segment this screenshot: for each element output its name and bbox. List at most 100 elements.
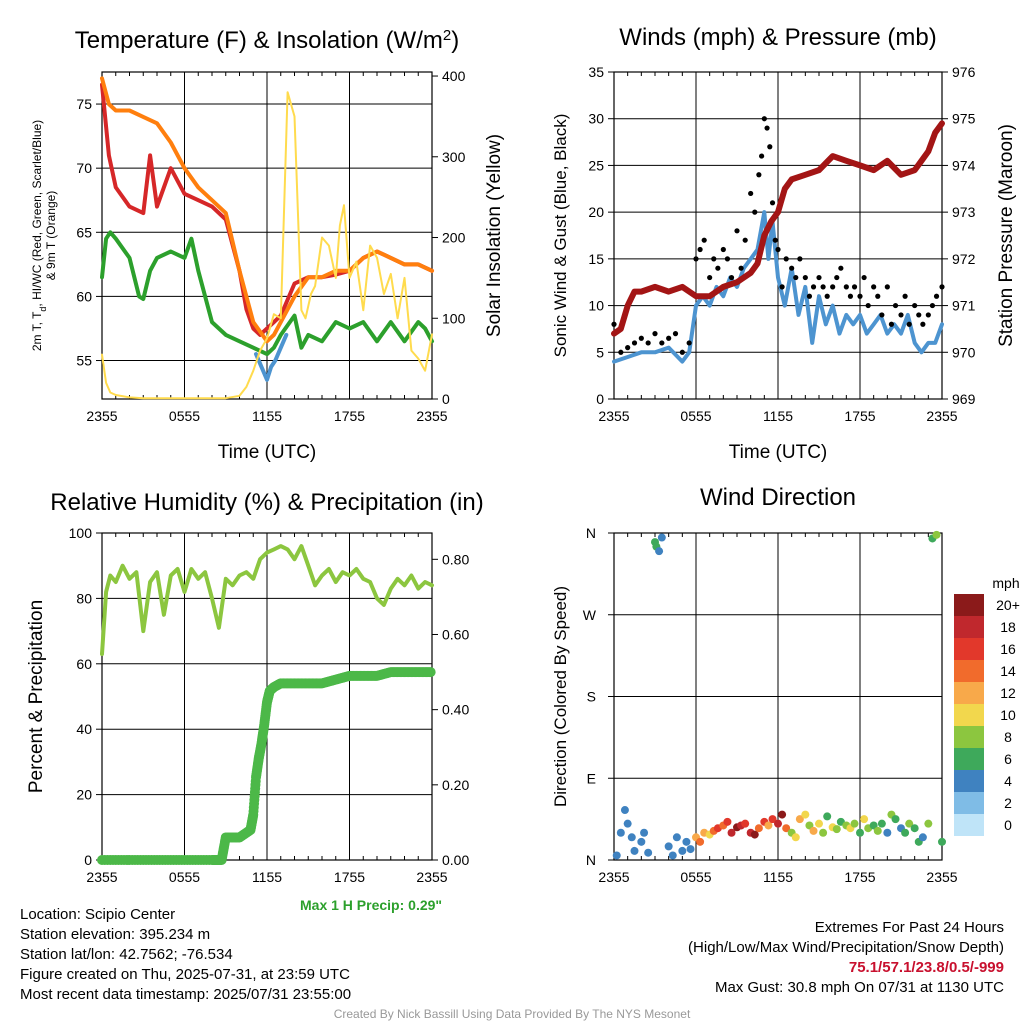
- y-axis-label: Percent & Precipitation: [26, 600, 47, 793]
- gust-point: [693, 256, 699, 262]
- direction-point: [932, 530, 941, 539]
- y2-tick-label: 0.40: [442, 702, 469, 718]
- gust-point: [645, 340, 651, 346]
- direction-point: [891, 815, 900, 824]
- series-line-2: [100, 230, 434, 357]
- gust-point: [707, 274, 713, 281]
- y-tick-label: W: [583, 607, 597, 623]
- y-tick-label: 20: [76, 787, 92, 803]
- station-latlon: Station lat/lon: 42.7562; -76.534: [20, 946, 233, 963]
- gust-point: [816, 274, 822, 281]
- y-tick-label: 0: [84, 852, 92, 868]
- gust-point: [618, 349, 624, 355]
- legend-label: 4: [1004, 773, 1012, 789]
- y-tick-label: 10: [588, 298, 604, 314]
- y-tick-label: 40: [76, 721, 92, 737]
- y-tick-label: 55: [76, 353, 92, 369]
- extremes-title: Extremes For Past 24 Hours: [814, 919, 1004, 936]
- direction-point: [644, 848, 653, 857]
- direction-point: [809, 826, 818, 835]
- gust-point: [772, 237, 778, 243]
- gust-point: [851, 284, 858, 290]
- gust-point: [701, 237, 707, 243]
- direction-point: [664, 842, 673, 851]
- legend-swatch: [954, 616, 984, 638]
- y2-tick-label: 974: [952, 157, 976, 173]
- gust-point: [838, 265, 844, 271]
- y2-axis-label: Station Pressure (Maroon): [996, 124, 1017, 347]
- x-axis-label: Time (UTC): [729, 442, 828, 463]
- legend-swatch: [954, 594, 984, 616]
- legend-swatch: [954, 726, 984, 748]
- legend-swatch: [954, 814, 984, 836]
- series-line-1: [100, 76, 434, 344]
- extremes-values: 75.1/57.1/23.8/0.5/-999: [848, 959, 1004, 976]
- chart-title: Winds (mph) & Pressure (mb): [619, 24, 936, 51]
- direction-point: [623, 819, 632, 828]
- y-tick-label: 80: [76, 590, 92, 606]
- extremes-subtitle: (High/Low/Max Wind/Precipitation/Snow De…: [688, 939, 1004, 956]
- x-tick-label: 2355: [416, 869, 447, 885]
- x-tick-label: 1755: [844, 408, 875, 424]
- gust-point: [625, 345, 631, 351]
- gust-point: [734, 228, 740, 234]
- legend-label: 8: [1004, 729, 1012, 745]
- y-tick-label: 100: [69, 525, 93, 541]
- y2-tick-label: 300: [442, 149, 466, 165]
- gust-point: [724, 256, 731, 262]
- direction-point: [723, 817, 732, 826]
- x-tick-label: 2355: [926, 408, 957, 424]
- legend-label: 12: [1000, 685, 1016, 701]
- gust-point: [939, 284, 945, 290]
- gust-point: [898, 312, 904, 318]
- gust-point: [820, 284, 826, 290]
- direction-point: [819, 828, 828, 837]
- direction-point: [877, 819, 886, 828]
- precip-point: [425, 667, 436, 678]
- gust-point: [888, 321, 895, 327]
- gust-point: [902, 293, 908, 299]
- gust-point: [666, 335, 672, 341]
- direction-point: [791, 833, 800, 842]
- y-tick-label: 0: [596, 391, 604, 407]
- direction-point: [801, 810, 810, 819]
- legend-label: 10: [1000, 707, 1016, 723]
- x-tick-label: 2355: [416, 408, 447, 424]
- y-tick-label: 35: [588, 64, 604, 80]
- y2-tick-label: 0.20: [442, 777, 469, 793]
- gust-point: [879, 312, 885, 318]
- gust-point: [697, 246, 703, 253]
- direction-point: [860, 815, 869, 824]
- chart-title: Temperature (F) & Insolation (W/m2): [75, 27, 459, 55]
- x-tick-label: 0555: [169, 408, 200, 424]
- legend-label: 14: [1000, 663, 1016, 679]
- direction-point: [657, 533, 666, 542]
- y-axis-label-line2: & 9m T (Orange): [44, 191, 58, 281]
- gust-point: [711, 256, 717, 262]
- legend-swatch: [954, 660, 984, 682]
- direction-point: [901, 828, 910, 837]
- gust-point: [652, 331, 658, 337]
- panel-winds: [613, 71, 943, 400]
- direction-point: [678, 846, 687, 855]
- legend-label: 6: [1004, 751, 1012, 767]
- direction-point: [750, 830, 759, 839]
- station-location: Location: Scipio Center: [20, 906, 176, 923]
- station-info: Location: Scipio Center Station elevatio…: [20, 905, 351, 1005]
- y2-tick-label: 973: [952, 204, 976, 220]
- direction-point: [869, 821, 878, 830]
- gust-point: [929, 302, 936, 309]
- gust-point: [783, 256, 789, 262]
- direction-point: [620, 806, 629, 815]
- y2-tick-label: 0.80: [442, 551, 469, 567]
- gust-point: [775, 246, 781, 253]
- rh-line: [100, 544, 434, 656]
- gust-point: [679, 349, 685, 355]
- legend-label: 18: [1000, 619, 1016, 635]
- x-tick-label: 1755: [334, 869, 365, 885]
- station-elevation: Station elevation: 395.234 m: [20, 926, 211, 943]
- legend-label: 0: [1004, 817, 1012, 833]
- extremes-panel: Extremes For Past 24 Hours (High/Low/Max…: [688, 918, 1004, 998]
- y2-tick-label: 400: [442, 68, 466, 84]
- gust-point: [875, 293, 881, 299]
